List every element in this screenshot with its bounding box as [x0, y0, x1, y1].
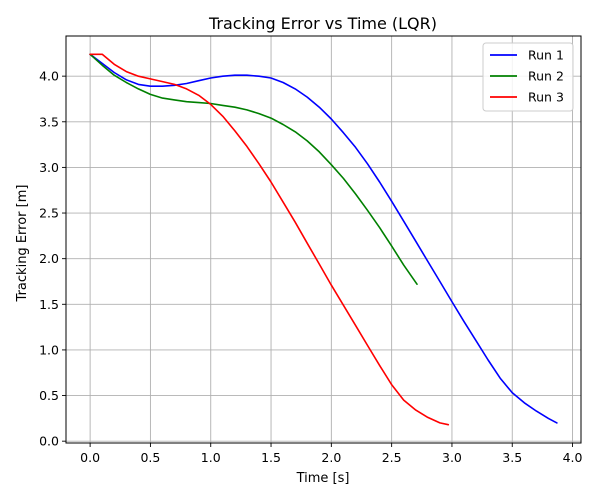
series-line-run-3: [89, 53, 450, 426]
legend-box: [482, 42, 574, 112]
x-tick-label: 0.0: [80, 450, 100, 465]
y-tick-label: 0.0: [39, 434, 59, 449]
y-tick-label: 4.0: [39, 69, 59, 84]
x-tick-label: 3.5: [502, 450, 522, 465]
y-axis-label: Tracking Error [m]: [15, 185, 30, 303]
plot-frame: [65, 35, 582, 444]
x-tick-label: 2.0: [321, 450, 341, 465]
series-line-run-1: [89, 53, 558, 424]
x-tick-label: 2.5: [382, 450, 402, 465]
legend-label-run-3: Run 3: [528, 90, 564, 105]
grid: [66, 36, 581, 443]
series-line-run-2: [89, 53, 418, 285]
y-tick-label: 3.0: [39, 160, 59, 175]
y-tick-label: 3.5: [39, 114, 59, 129]
x-tick-label: 3.0: [442, 450, 462, 465]
legend-label-run-1: Run 1: [528, 48, 564, 63]
y-axis-ticks: 0.0 0.5 1.0 1.5 2.0 2.5 3.0 3.5 4.0: [39, 69, 66, 449]
legend-label-run-2: Run 2: [528, 69, 564, 84]
x-axis-ticks: 0.0 0.5 1.0 1.5 2.0 2.5 3.0 3.5 4.0: [80, 443, 583, 465]
x-axis-label: Time [s]: [296, 471, 350, 486]
series-layer: [89, 53, 558, 426]
x-tick-label: 0.5: [140, 450, 160, 465]
y-tick-label: 0.5: [39, 388, 59, 403]
x-tick-label: 1.5: [261, 450, 281, 465]
y-tick-label: 2.5: [39, 206, 59, 221]
y-tick-label: 1.5: [39, 297, 59, 312]
y-tick-label: 2.0: [39, 251, 59, 266]
x-tick-label: 4.0: [563, 450, 583, 465]
chart-title: Tracking Error vs Time (LQR): [208, 14, 437, 33]
x-tick-label: 1.0: [201, 450, 221, 465]
legend: Run 1 Run 2 Run 3: [482, 42, 574, 112]
y-tick-label: 1.0: [39, 342, 59, 357]
